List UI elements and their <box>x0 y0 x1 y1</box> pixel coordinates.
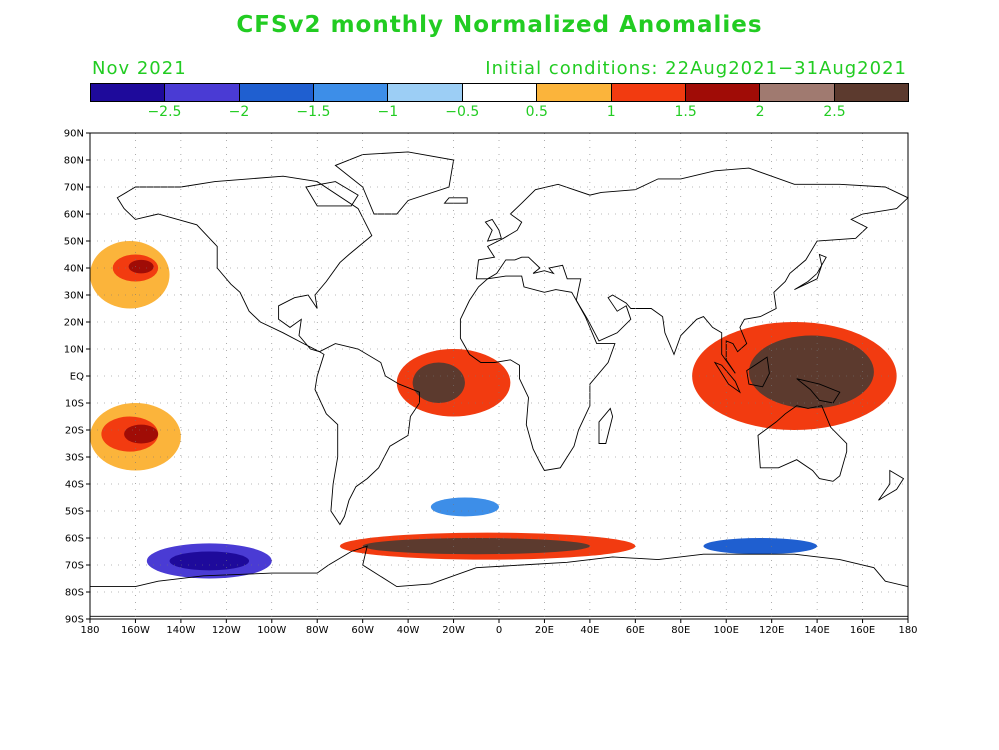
latitude-tick-label: 70S <box>65 561 84 572</box>
color-scale-tick-label: −1 <box>377 104 399 120</box>
longitude-tick-label: 100W <box>257 625 286 636</box>
longitude-tick-label: 180 <box>898 625 917 636</box>
latitude-tick-label: 50S <box>65 507 84 518</box>
color-scale-swatch <box>537 84 612 101</box>
anomaly-region-north-pacific-peak <box>128 259 154 274</box>
coastline-greenland <box>334 151 455 215</box>
color-scale-swatch <box>165 84 240 101</box>
coastline-japan <box>794 253 827 291</box>
latitude-tick-label: 40N <box>64 264 84 275</box>
coastline-uk <box>484 218 502 242</box>
coastline-north-america <box>116 175 373 353</box>
latitude-labels: 90N 80N 70N 60N 50N 40N 30N 20N 10N EQ 10S 20S 30S 40… <box>64 129 90 626</box>
color-scale-swatch <box>611 84 686 101</box>
coastline-iceland <box>443 197 468 204</box>
color-scale-swatch <box>834 84 908 101</box>
longitude-tick-label: 160W <box>121 625 150 636</box>
coastline-new-zealand <box>878 469 905 501</box>
coastline-africa <box>459 275 616 471</box>
color-scale-tick-label: 2 <box>755 104 765 120</box>
latitude-tick-label: 20N <box>64 318 84 329</box>
color-scale-bar <box>90 83 909 102</box>
coastline-australia <box>757 405 848 482</box>
longitude-tick-label: 0 <box>496 625 502 636</box>
anomaly-region-maritime-continent-peak <box>748 335 874 409</box>
latitude-tick-label: 70N <box>64 183 84 194</box>
coastline-baffin <box>305 181 359 207</box>
longitude-tick-label: 80W <box>306 625 329 636</box>
latitude-tick-label: 80N <box>64 156 84 167</box>
anomaly-region-south-pacific-peak <box>124 424 159 444</box>
longitude-tick-label: 160E <box>850 625 875 636</box>
longitude-tick-label: 140E <box>804 625 829 636</box>
initial-conditions-label: Initial conditions: 22Aug2021−31Aug2021 <box>485 58 907 79</box>
color-scale-swatch <box>314 84 389 101</box>
color-scale-swatch <box>462 84 538 101</box>
color-scale-tick-label: −1.5 <box>296 104 331 120</box>
color-scale-swatch <box>239 84 315 101</box>
latitude-tick-label: 40S <box>65 480 84 491</box>
latitude-tick-label: 10S <box>65 399 84 410</box>
color-scale-tick-label: 1 <box>606 104 616 120</box>
anomaly-regions <box>90 241 897 579</box>
color-scale-tick-label: 1.5 <box>674 104 697 120</box>
latitude-tick-label: 50N <box>64 237 84 248</box>
color-scale-swatch <box>91 84 166 101</box>
longitude-tick-label: 20E <box>535 625 554 636</box>
longitude-tick-label: 40W <box>397 625 420 636</box>
longitude-labels: 180 160W 140W 120W 100W 80W 60W 40W 20W 0 20E 40E 60… <box>80 619 918 636</box>
color-scale-swatch <box>388 84 463 101</box>
anomaly-region-amundsen-cold-core <box>169 551 250 571</box>
latitude-tick-label: EQ <box>70 372 84 383</box>
coastline-sumatra <box>713 361 741 394</box>
color-scale-labels: −2.5 −2 −1.5 −1 −0.5 0.5 1 1.5 2 2.5 <box>90 104 909 122</box>
longitude-tick-label: 60E <box>626 625 645 636</box>
latitude-tick-label: 30S <box>65 453 84 464</box>
anomaly-region-east-antarctic-cold <box>703 538 818 555</box>
coastline-south-america <box>314 343 420 526</box>
latitude-tick-label: 20S <box>65 426 84 437</box>
continents-outline <box>89 151 909 617</box>
latitude-tick-label: 60S <box>65 534 84 545</box>
chart-title: CFSv2 monthly Normalized Anomalies <box>236 12 763 38</box>
longitude-tick-label: 60W <box>351 625 374 636</box>
latitude-tick-label: 80S <box>65 588 84 599</box>
latitude-tick-label: 90N <box>64 129 84 140</box>
longitude-tick-label: 140W <box>166 625 195 636</box>
anomaly-region-tropical-atlantic-peak <box>412 362 465 403</box>
longitude-tick-label: 100E <box>714 625 739 636</box>
color-scale-swatch <box>760 84 835 101</box>
longitude-tick-label: 120E <box>759 625 784 636</box>
latitude-tick-label: 30N <box>64 291 84 302</box>
coastline-borneo <box>746 356 770 388</box>
latitude-tick-label: 10N <box>64 345 84 356</box>
longitude-tick-label: 180 <box>80 625 99 636</box>
color-scale-tick-label: 0.5 <box>525 104 548 120</box>
longitude-tick-label: 40E <box>580 625 599 636</box>
anomaly-region-southern-ocean-peak <box>362 538 590 555</box>
color-scale-tick-label: −0.5 <box>445 104 480 120</box>
color-scale-tick-label: −2 <box>228 104 250 120</box>
anomaly-region-south-atlantic-cold <box>430 497 499 517</box>
color-scale-tick-label: 2.5 <box>823 104 846 120</box>
color-scale-tick-label: −2.5 <box>147 104 182 120</box>
coastline-madagascar <box>598 407 614 444</box>
longitude-tick-label: 120W <box>212 625 241 636</box>
color-scale-swatch <box>685 84 761 101</box>
coastline-antarctica <box>89 545 909 617</box>
forecast-month: Nov 2021 <box>92 58 187 79</box>
latitude-tick-label: 90S <box>65 615 84 626</box>
longitude-tick-label: 20W <box>442 625 465 636</box>
latitude-tick-label: 60N <box>64 210 84 221</box>
longitude-tick-label: 80E <box>671 625 690 636</box>
